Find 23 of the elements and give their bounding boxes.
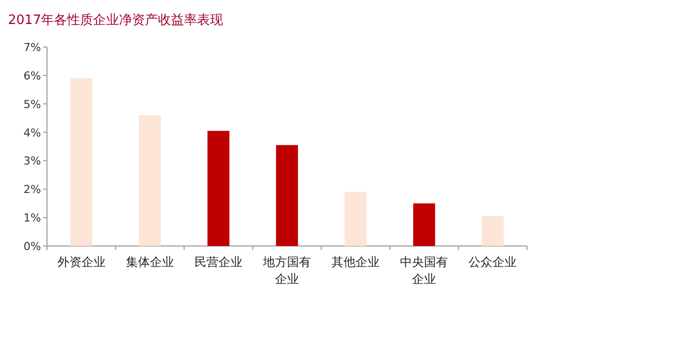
y-tick-label: 0% — [24, 240, 41, 253]
y-tick-label: 3% — [24, 154, 41, 168]
x-tick-label: 集体企业 — [126, 255, 174, 269]
y-tick-label: 7% — [24, 41, 41, 54]
y-tick-label: 1% — [24, 212, 41, 225]
y-tick-label: 2% — [24, 183, 41, 196]
bar — [70, 78, 92, 246]
x-tick-label: 公众企业 — [468, 255, 517, 269]
x-tick-label: 其他企业 — [332, 255, 380, 269]
x-tick-label: 地方国有企业 — [262, 255, 311, 286]
y-tick-label: 4% — [24, 126, 41, 140]
bar — [276, 145, 298, 246]
bar — [482, 216, 504, 246]
bar — [413, 203, 436, 246]
x-tick-label: 外资企业 — [57, 255, 106, 269]
x-tick-label: 中央国有企业 — [400, 255, 448, 286]
bar — [207, 130, 230, 246]
y-tick-label: 5% — [24, 98, 41, 111]
bar — [138, 115, 161, 246]
bar — [344, 192, 367, 246]
title: 2017年各性质企业净资产收益率表现 — [8, 13, 224, 28]
x-tick-label: 民营企业 — [194, 255, 242, 269]
y-tick-label: 6% — [24, 69, 41, 82]
